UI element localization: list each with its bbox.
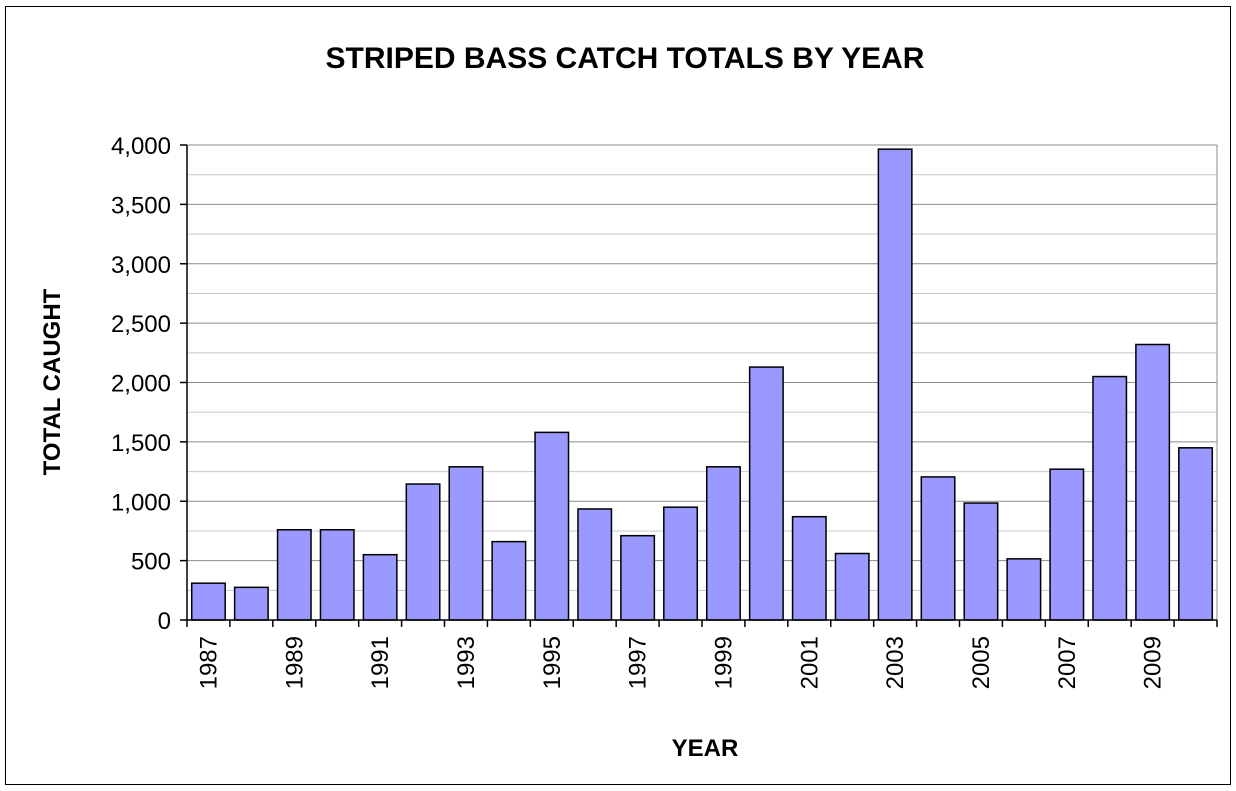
bar-2002 — [834, 552, 870, 621]
x-tick-label: 1997 — [625, 636, 652, 689]
bar-2007 — [1049, 468, 1085, 621]
chart-title: STRIPED BASS CATCH TOTALS BY YEAR — [326, 42, 925, 75]
x-tick-label: 2007 — [1054, 636, 1081, 689]
y-tick-label: 500 — [131, 549, 171, 576]
x-axis-label: YEAR — [672, 735, 739, 762]
bar-2010 — [1178, 447, 1214, 621]
x-tick-label: 1995 — [539, 636, 566, 689]
bar-1987 — [190, 582, 226, 621]
y-tick-label: 1,500 — [111, 430, 171, 457]
bar-1992 — [405, 483, 441, 621]
y-tick-label: 3,000 — [111, 252, 171, 279]
x-tick-label: 1989 — [281, 636, 308, 689]
plot-area: 0 500 1,000 1,500 2,000 2,500 3,000 3,500 4,000 1… — [111, 133, 1218, 689]
x-tick-label: 2009 — [1140, 636, 1167, 689]
x-tick-label: 2001 — [796, 636, 823, 689]
x-tick-label: 1987 — [195, 636, 222, 689]
bar-2000 — [748, 366, 784, 621]
x-tick-label: 2005 — [968, 636, 995, 689]
bar-2005 — [963, 502, 999, 621]
bar-2001 — [791, 515, 827, 621]
bar-1998 — [663, 506, 699, 621]
bar-1989 — [276, 529, 312, 621]
y-tick-label: 4,000 — [111, 133, 171, 160]
x-tick-label: 2003 — [882, 636, 909, 689]
bar-2008 — [1092, 375, 1128, 621]
x-tick-label: 1991 — [367, 636, 394, 689]
y-tick-label: 0 — [158, 608, 171, 635]
bar-1996 — [577, 508, 613, 621]
bar-1990 — [319, 529, 355, 621]
bar-1994 — [491, 540, 527, 621]
bar-1995 — [534, 431, 570, 621]
y-tick-label: 2,500 — [111, 311, 171, 338]
bar-1993 — [448, 466, 484, 621]
bar-1997 — [620, 534, 656, 621]
y-axis-label: TOTAL CAUGHT — [39, 288, 66, 475]
x-tick-label: 1999 — [710, 636, 737, 689]
y-tick-label: 1,000 — [111, 489, 171, 516]
bar-2006 — [1006, 558, 1042, 621]
bar-2003 — [877, 148, 913, 621]
bar-1991 — [362, 553, 398, 621]
bar-1999 — [705, 466, 741, 621]
bar-1988 — [233, 586, 269, 621]
x-tick-label: 1993 — [453, 636, 480, 689]
bar-2004 — [920, 476, 956, 621]
y-tick-label: 2,000 — [111, 371, 171, 398]
y-tick-label: 3,500 — [111, 192, 171, 219]
bar-2009 — [1135, 343, 1171, 621]
